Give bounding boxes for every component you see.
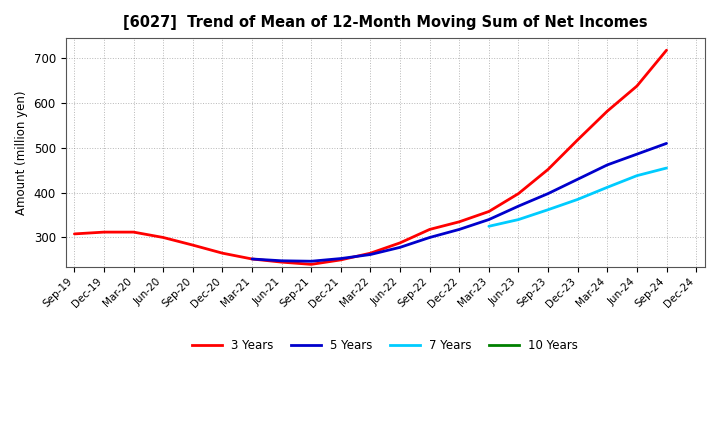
Title: [6027]  Trend of Mean of 12-Month Moving Sum of Net Incomes: [6027] Trend of Mean of 12-Month Moving … (123, 15, 647, 30)
3 Years (248, 257, 256, 262)
5 Years (573, 176, 582, 182)
5 Years (336, 256, 345, 261)
3 Years (130, 230, 138, 235)
7 Years (544, 207, 552, 213)
5 Years (603, 162, 611, 168)
5 Years (662, 141, 671, 146)
Line: 5 Years: 5 Years (252, 143, 667, 261)
3 Years (307, 262, 315, 267)
5 Years (307, 259, 315, 264)
5 Years (633, 151, 642, 157)
7 Years (573, 197, 582, 202)
5 Years (396, 245, 405, 250)
3 Years (159, 235, 168, 240)
3 Years (455, 219, 464, 224)
3 Years (485, 209, 493, 214)
3 Years (189, 242, 197, 248)
Line: 7 Years: 7 Years (489, 168, 667, 226)
7 Years (514, 217, 523, 222)
7 Years (485, 224, 493, 229)
3 Years (396, 240, 405, 246)
Legend: 3 Years, 5 Years, 7 Years, 10 Years: 3 Years, 5 Years, 7 Years, 10 Years (187, 334, 583, 357)
7 Years (633, 173, 642, 178)
3 Years (573, 137, 582, 143)
3 Years (218, 250, 227, 256)
7 Years (603, 185, 611, 190)
3 Years (277, 260, 286, 265)
5 Years (514, 203, 523, 209)
3 Years (544, 167, 552, 172)
5 Years (248, 257, 256, 262)
5 Years (455, 227, 464, 232)
3 Years (603, 109, 611, 114)
3 Years (99, 230, 108, 235)
3 Years (662, 48, 671, 53)
Y-axis label: Amount (million yen): Amount (million yen) (15, 90, 28, 215)
3 Years (633, 84, 642, 89)
Line: 3 Years: 3 Years (74, 50, 667, 264)
3 Years (70, 231, 78, 237)
3 Years (336, 257, 345, 263)
5 Years (277, 258, 286, 264)
5 Years (544, 191, 552, 196)
3 Years (514, 191, 523, 196)
7 Years (662, 165, 671, 171)
5 Years (366, 252, 375, 257)
3 Years (426, 227, 434, 232)
5 Years (485, 217, 493, 222)
5 Years (426, 235, 434, 240)
3 Years (366, 250, 375, 256)
